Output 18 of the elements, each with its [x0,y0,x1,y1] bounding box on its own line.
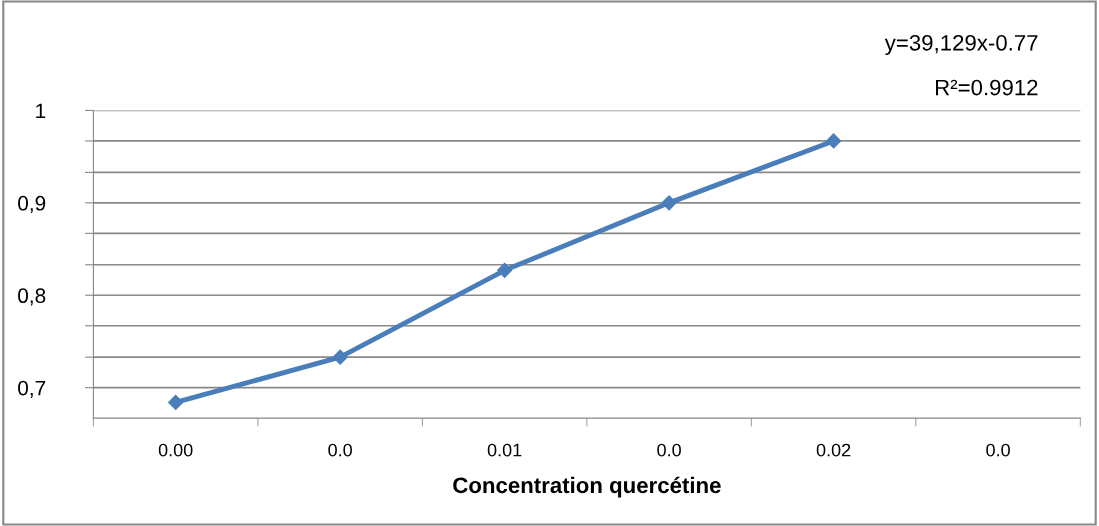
y-tick-label: 1 [36,103,46,119]
x-tick-label: 0.00 [158,443,193,457]
x-tick-label: 0.0 [657,443,681,457]
point [168,394,184,411]
y-tick-label: 0,7 [18,380,46,398]
y-tick-label: 0,9 [18,195,46,214]
x-tick-label: 0.0 [986,443,1010,457]
text: R²=0.9912 [935,79,1038,96]
point [332,349,348,365]
y-tick-label: 0,8 [18,288,46,306]
text: y=39,129x-0.77 [884,34,1038,56]
point [497,262,513,278]
x-tick-label: 0.0 [328,443,352,457]
x-tick-label: 0.01 [487,443,522,457]
point [826,133,842,149]
point [661,195,677,211]
x-axis-title: Concentration quercétine [453,476,721,498]
x-tick-label: 0.02 [816,443,851,457]
